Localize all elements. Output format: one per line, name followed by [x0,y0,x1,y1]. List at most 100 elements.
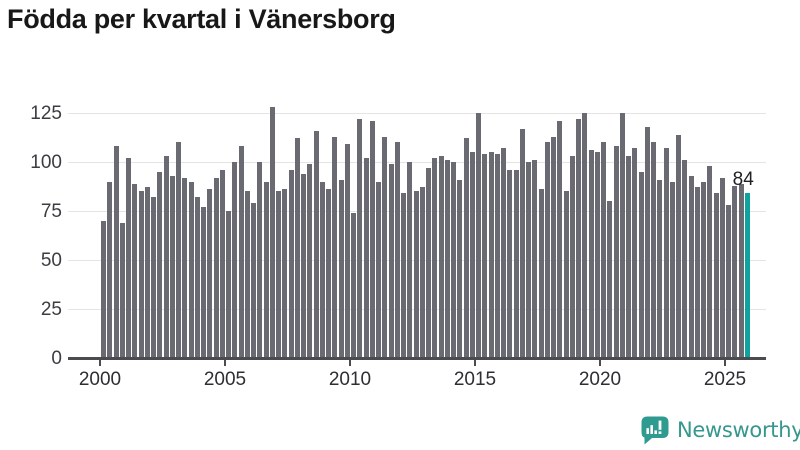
bar[interactable] [376,181,381,358]
bar[interactable] [513,169,519,358]
bar[interactable] [151,197,156,358]
bar[interactable] [201,207,206,358]
bar[interactable] [657,179,663,358]
bar[interactable] [144,187,150,358]
bar[interactable] [138,191,144,358]
bar[interactable] [451,162,456,358]
bar[interactable] [332,136,338,358]
bar[interactable] [438,156,444,358]
bar[interactable] [738,183,744,358]
bar[interactable] [313,130,319,358]
bar[interactable] [357,118,363,358]
bar[interactable] [382,136,388,358]
bar[interactable] [444,160,450,358]
bar[interactable] [651,142,656,358]
bar[interactable] [538,189,544,358]
bar[interactable] [569,156,575,358]
bar[interactable] [544,142,550,358]
newsworthy-logo[interactable]: Newsworthy [641,414,800,446]
bar[interactable] [426,167,431,358]
bar[interactable] [351,212,356,358]
bar[interactable] [169,175,175,358]
bar[interactable] [619,113,625,358]
bar[interactable] [526,162,531,358]
bar[interactable] [394,142,400,358]
bar[interactable] [551,136,556,358]
bar[interactable] [257,162,263,358]
bar[interactable] [607,201,613,358]
bar[interactable] [307,163,313,358]
bar[interactable] [701,181,706,358]
bar[interactable] [344,144,350,358]
bar[interactable] [407,162,413,358]
bar[interactable] [188,181,194,358]
bar[interactable] [576,118,581,358]
bar[interactable] [238,146,244,358]
bar[interactable] [269,107,275,358]
bar[interactable] [226,211,231,358]
bar[interactable] [457,179,463,358]
bar[interactable] [101,220,106,358]
bar[interactable] [488,152,494,358]
bar[interactable] [482,154,488,358]
bar[interactable] [532,160,538,358]
bar[interactable] [157,171,163,358]
bar-highlighted[interactable] [744,193,750,358]
bar[interactable] [182,177,188,358]
bar[interactable] [319,181,325,358]
bar[interactable] [719,177,725,358]
bar[interactable] [207,189,213,358]
bar[interactable] [682,160,688,358]
bar[interactable] [594,152,600,358]
bar[interactable] [294,138,300,358]
bar[interactable] [663,148,669,358]
bar[interactable] [638,171,644,358]
bar[interactable] [276,191,281,358]
bar[interactable] [113,146,119,358]
bar[interactable] [432,158,438,358]
bar[interactable] [557,120,563,358]
bar[interactable] [119,222,125,358]
bar[interactable] [726,205,731,358]
bar[interactable] [288,169,294,358]
bar[interactable] [126,158,131,358]
bar[interactable] [494,154,500,358]
bar[interactable] [282,189,288,358]
bar[interactable] [476,113,481,358]
bar[interactable] [669,181,675,358]
bar[interactable] [688,175,694,358]
bar[interactable] [469,152,475,358]
bar[interactable] [176,142,181,358]
bar[interactable] [326,189,331,358]
bar[interactable] [413,191,419,358]
bar[interactable] [213,177,219,358]
bar[interactable] [601,142,606,358]
bar[interactable] [632,148,638,358]
bar[interactable] [369,120,375,358]
bar[interactable] [613,146,619,358]
bar[interactable] [163,156,169,358]
bar[interactable] [194,197,200,358]
bar[interactable] [219,169,225,358]
bar[interactable] [301,173,306,358]
bar[interactable] [463,138,469,358]
bar[interactable] [732,185,738,358]
bar[interactable] [263,181,269,358]
bar[interactable] [563,191,569,358]
bar[interactable] [132,183,138,358]
bar[interactable] [582,113,588,358]
bar[interactable] [507,169,513,358]
bar[interactable] [694,187,700,358]
bar[interactable] [338,179,344,358]
bar[interactable] [501,148,506,358]
bar[interactable] [676,134,681,358]
bar[interactable] [107,181,113,358]
bar[interactable] [363,158,369,358]
bar[interactable] [713,193,719,358]
bar[interactable] [251,203,256,358]
bar[interactable] [419,187,425,358]
bar[interactable] [707,165,713,358]
bar[interactable] [388,163,394,358]
bar[interactable] [588,150,594,358]
bar[interactable] [232,162,238,358]
